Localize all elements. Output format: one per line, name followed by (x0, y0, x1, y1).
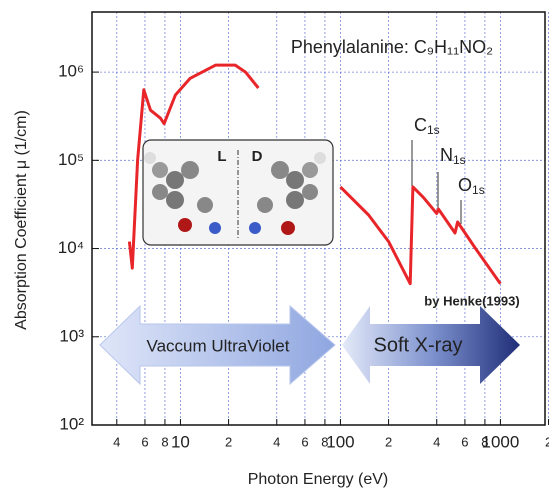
molecule-inset: L D (143, 140, 333, 245)
isomer-label: D (252, 148, 263, 165)
x-tick-label: 4 (113, 434, 120, 449)
region-label: Soft X-ray (374, 334, 463, 356)
edge-element: C (414, 115, 427, 135)
edge-label: C1s (414, 115, 440, 137)
edge-label: N1s (440, 145, 466, 167)
x-tick-label: 6 (301, 434, 308, 449)
x-tick-label: 2 (545, 434, 549, 449)
edge-sub: 1s (453, 153, 466, 167)
y-tick-label: 10⁴ (58, 238, 84, 257)
edge-element: N (440, 145, 453, 165)
y-tick-label: 10⁵ (58, 150, 84, 169)
x-axis-label: Photon Energy (eV) (248, 471, 389, 488)
chart-title: Phenylalanine: C₉H₁₁NO₂ (291, 37, 493, 57)
isomer-label: L (217, 148, 226, 165)
y-axis-label: Absorption Coefficient μ (1/cm) (13, 110, 30, 330)
x-tick-label: 2 (225, 434, 232, 449)
x-tick-label: 2 (385, 434, 392, 449)
edge-sub: 1s (427, 123, 440, 137)
y-tick-label: 10² (59, 414, 84, 433)
edge-sub: 1s (472, 183, 485, 197)
x-tick-label: 6 (461, 434, 468, 449)
x-tick-label: 10 (171, 432, 190, 451)
chart: Phenylalanine: C₉H₁₁NO₂ Absorption Coeff… (0, 0, 549, 492)
edge-element: O (458, 175, 472, 195)
y-tick-label: 10⁶ (58, 62, 84, 81)
x-tick-label: 4 (273, 434, 280, 449)
y-tick-label: 10³ (59, 326, 84, 345)
source-note: by Henke(1993) (424, 293, 519, 308)
region-label: Vaccum UltraViolet (147, 336, 290, 355)
x-tick-label: 1000 (481, 432, 519, 451)
x-tick-label: 100 (326, 432, 354, 451)
x-tick-label: 4 (433, 434, 440, 449)
edge-label: O1s (458, 175, 485, 197)
x-tick-label: 6 (141, 434, 148, 449)
x-tick-label: 8 (161, 434, 168, 449)
